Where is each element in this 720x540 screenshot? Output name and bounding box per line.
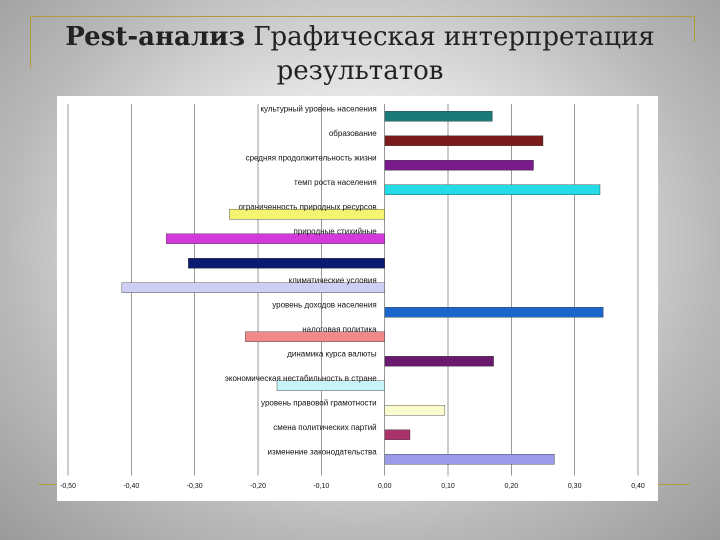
bar-14 xyxy=(384,454,555,465)
x-tick-label-3: -0,20 xyxy=(250,483,266,490)
category-label-0: культурный уровень населения xyxy=(260,104,376,113)
slide-title: Pest-анализ Графическая интерпретация ре… xyxy=(40,20,680,88)
category-label-2: средняя продолжительность жизни xyxy=(246,153,377,162)
x-tick-label-9: 0,40 xyxy=(631,483,645,490)
bar-8 xyxy=(384,307,604,318)
title-rest: Графическая интерпретация xyxy=(253,22,655,52)
category-label-12: уровень правовой грамотности xyxy=(261,398,377,407)
x-tick-label-0: -0,50 xyxy=(60,483,76,490)
x-tick-label-1: -0,40 xyxy=(123,483,139,490)
category-label-1: образование xyxy=(329,129,377,138)
bar-6 xyxy=(188,258,385,269)
bar-3 xyxy=(384,184,601,195)
bar-2 xyxy=(384,160,534,171)
title-bold: Pest-анализ xyxy=(65,22,246,52)
bar-12 xyxy=(384,405,446,416)
x-tick-label-6: 0,10 xyxy=(441,483,455,490)
left-decor-line xyxy=(30,16,31,68)
title-line2: результатов xyxy=(276,56,444,86)
category-label-11: экономическая нестабильность в стране xyxy=(225,374,377,383)
chart-container: культурный уровень населения образование с… xyxy=(57,96,658,501)
right-decor-line xyxy=(694,16,695,42)
x-tick-label-5: 0,00 xyxy=(378,483,392,490)
bar-0 xyxy=(384,111,493,122)
bar-1 xyxy=(384,135,544,146)
category-label-5: природные стихийные xyxy=(293,227,377,236)
category-label-10: динамика курса валюты xyxy=(287,349,377,358)
category-label-14: изменение законодательства xyxy=(267,447,377,456)
category-label-8: уровень доходов населения xyxy=(272,300,376,309)
x-tick-label-7: 0,20 xyxy=(505,483,519,490)
x-tick-label-8: 0,30 xyxy=(568,483,582,490)
top-decor-line xyxy=(30,16,695,17)
bar-7 xyxy=(121,282,385,293)
category-label-9: налоговая политика xyxy=(302,325,377,334)
category-label-7: климатические условия xyxy=(289,276,377,285)
category-label-3: темп роста населения xyxy=(294,178,377,187)
bar-chart: культурный уровень населения образование с… xyxy=(60,104,645,490)
category-label-13: смена политических партий xyxy=(273,423,376,432)
bar-4 xyxy=(229,209,385,220)
bar-11 xyxy=(276,380,385,391)
bar-13 xyxy=(384,429,411,440)
bar-10 xyxy=(384,356,494,367)
x-tick-label-4: -0,10 xyxy=(313,483,329,490)
bar-5 xyxy=(165,233,385,244)
bar-9 xyxy=(245,331,385,342)
x-tick-label-2: -0,30 xyxy=(187,483,203,490)
category-label-4: ограниченность природных ресурсов xyxy=(238,202,376,211)
